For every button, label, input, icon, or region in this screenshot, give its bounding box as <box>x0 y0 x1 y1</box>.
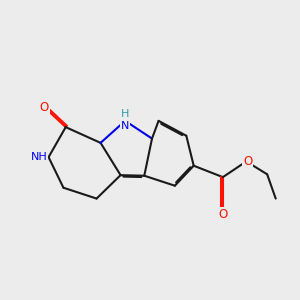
Text: O: O <box>243 155 252 168</box>
Text: N: N <box>121 121 129 131</box>
Text: NH: NH <box>30 152 47 162</box>
Text: H: H <box>121 110 129 119</box>
Text: O: O <box>40 100 49 114</box>
Text: O: O <box>218 208 227 221</box>
